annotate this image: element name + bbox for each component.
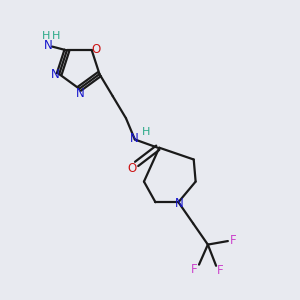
Text: O: O xyxy=(128,161,137,175)
Text: F: F xyxy=(230,234,236,247)
Text: N: N xyxy=(51,68,59,81)
Text: F: F xyxy=(190,262,197,275)
Text: H: H xyxy=(142,127,150,137)
Text: N: N xyxy=(44,39,53,52)
Text: O: O xyxy=(91,43,101,56)
Text: H: H xyxy=(41,31,50,41)
Text: N: N xyxy=(175,197,183,211)
Text: N: N xyxy=(130,132,139,146)
Text: H: H xyxy=(52,31,60,41)
Text: F: F xyxy=(217,264,224,277)
Text: N: N xyxy=(76,87,84,100)
